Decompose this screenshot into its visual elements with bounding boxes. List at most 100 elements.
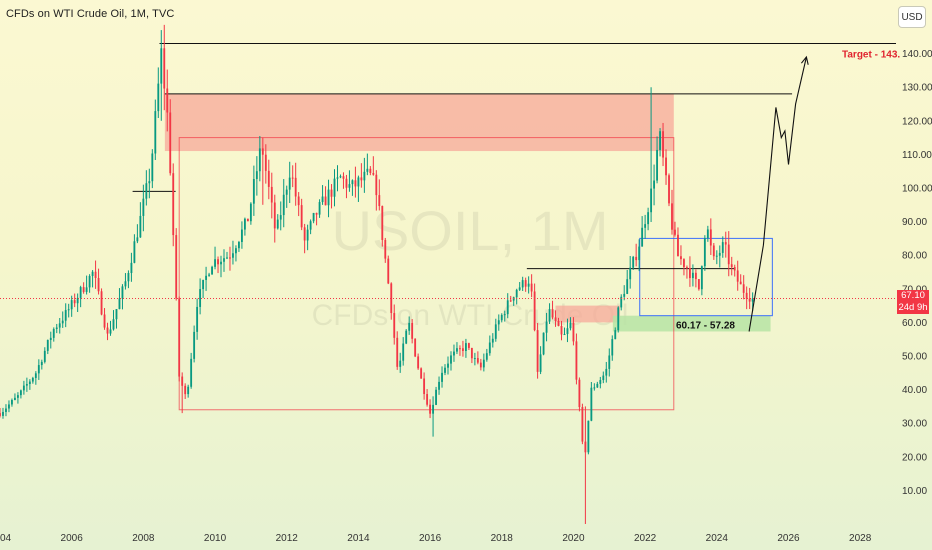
- candle-body: [211, 266, 213, 275]
- candle-body: [647, 212, 650, 225]
- candle-body: [124, 281, 127, 287]
- candle-body: [545, 321, 548, 333]
- candle-body: [154, 111, 157, 154]
- candle-body: [94, 271, 97, 278]
- candle-body: [351, 180, 354, 185]
- candle-body: [214, 259, 216, 267]
- candle-body: [387, 258, 390, 284]
- y-tick-label: 50.00: [902, 352, 927, 363]
- candle-body: [506, 300, 509, 315]
- candle-body: [683, 259, 685, 268]
- candle-body: [37, 365, 40, 374]
- candle-body: [369, 168, 372, 173]
- candle-body: [136, 237, 139, 242]
- candle-body: [718, 252, 721, 256]
- x-tick-label: 2028: [849, 533, 872, 544]
- candle-body: [736, 270, 739, 282]
- candle-body: [220, 261, 222, 265]
- candle-body: [34, 373, 37, 378]
- resistance-zone: [164, 93, 674, 152]
- candle-body: [593, 387, 596, 389]
- candle-body: [238, 242, 240, 249]
- candle-body: [67, 309, 70, 311]
- candle-body: [444, 367, 446, 373]
- candle-body: [64, 310, 67, 321]
- candle-body: [536, 330, 539, 372]
- candle-body: [336, 177, 339, 179]
- candle-body: [602, 375, 605, 381]
- currency-button[interactable]: USD: [898, 6, 926, 28]
- candle-body: [5, 408, 7, 412]
- candle-body: [172, 173, 175, 236]
- candle-body: [572, 322, 575, 342]
- candle-body: [121, 286, 124, 299]
- y-tick-label: 80.00: [902, 251, 927, 262]
- candle-body: [447, 363, 449, 368]
- candle-body: [2, 411, 4, 416]
- candle-body: [429, 404, 432, 414]
- blue-consolidation-box: [639, 237, 773, 317]
- candle-body: [566, 328, 569, 335]
- x-tick-label: 2004: [0, 533, 12, 544]
- support-red-zone: [555, 305, 621, 323]
- candle-body: [169, 112, 172, 174]
- y-tick-label: 20.00: [902, 452, 927, 463]
- candle-body: [205, 275, 208, 280]
- candle-body: [327, 189, 330, 206]
- candle-body: [459, 348, 461, 350]
- candle-body: [384, 239, 387, 259]
- candle-body: [318, 202, 321, 215]
- candle-body: [61, 320, 64, 324]
- candle-body: [453, 351, 455, 356]
- candle-body: [599, 380, 602, 384]
- candle-body: [79, 287, 82, 298]
- candle-body: [557, 320, 560, 327]
- candle-body: [590, 387, 593, 421]
- candle-body: [703, 238, 706, 267]
- candle-body: [151, 153, 154, 182]
- candle-body: [656, 149, 658, 181]
- y-tick-label: 40.00: [902, 385, 927, 396]
- x-tick-label: 2010: [204, 533, 227, 544]
- candle-body: [76, 297, 79, 304]
- candle-body: [393, 313, 396, 338]
- candle-body: [40, 361, 43, 366]
- candle-body: [321, 196, 324, 203]
- x-tick-label: 2008: [132, 533, 155, 544]
- candle-body: [345, 178, 348, 188]
- candle-body: [354, 180, 357, 187]
- candle-body: [100, 291, 103, 315]
- candle-body: [464, 343, 467, 351]
- candle-body: [148, 181, 151, 184]
- candle-body: [420, 368, 423, 379]
- candle-body: [291, 177, 294, 179]
- candle-body: [587, 420, 590, 453]
- candle-body: [733, 267, 736, 271]
- candle-body: [578, 379, 581, 408]
- candle-body: [715, 255, 718, 257]
- candle-body: [635, 256, 638, 261]
- candle-body: [554, 317, 557, 321]
- candle-body: [184, 385, 187, 395]
- support-green-zone: [612, 315, 771, 332]
- candle-body: [339, 176, 342, 178]
- candle-body: [644, 224, 647, 228]
- candle-body: [402, 343, 405, 361]
- candle-body: [19, 390, 22, 396]
- candle-body: [712, 245, 715, 257]
- candle-body: [217, 259, 219, 265]
- candle-body: [674, 229, 676, 235]
- candle-body: [423, 378, 426, 395]
- x-tick-label: 2022: [634, 533, 657, 544]
- candle-body: [285, 189, 288, 195]
- candle-body: [223, 258, 225, 262]
- candle-body: [196, 306, 199, 332]
- candle-body: [133, 241, 136, 263]
- candle-body: [163, 48, 166, 89]
- candle-body: [521, 280, 524, 288]
- y-tick-label: 120.00: [902, 116, 932, 127]
- candle-body: [575, 341, 578, 380]
- candle-body: [315, 212, 318, 215]
